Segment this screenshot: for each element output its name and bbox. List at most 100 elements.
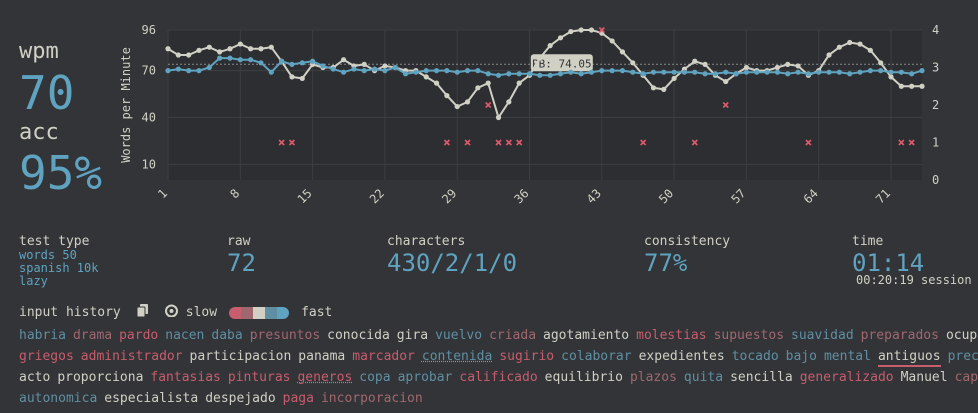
history-word[interactable]: panama — [298, 349, 346, 364]
x-tick-label: 36 — [512, 186, 532, 204]
wpm-series-point — [227, 55, 233, 61]
history-word[interactable]: agotamiento — [543, 328, 630, 343]
history-word[interactable]: calificado — [459, 370, 538, 385]
raw-series-point — [888, 74, 894, 80]
wpm-series-point — [774, 69, 780, 75]
history-word[interactable]: habria — [19, 328, 66, 343]
history-word[interactable]: gira — [396, 328, 429, 343]
history-word[interactable]: administrador — [80, 349, 183, 364]
history-word[interactable]: autonomica — [19, 391, 98, 406]
raw-series-point — [547, 43, 553, 49]
history-word[interactable]: contenida — [421, 349, 493, 364]
history-word[interactable]: expedientes — [638, 349, 725, 364]
history-word[interactable]: daba — [211, 328, 243, 343]
history-word[interactable]: mental — [823, 349, 871, 364]
raw-series-point — [919, 83, 925, 89]
history-word[interactable]: especialista — [104, 391, 199, 406]
wpm-series-point — [878, 68, 884, 74]
wpm-series-point — [816, 69, 822, 75]
history-word[interactable]: molestias — [636, 328, 707, 343]
wpm-series-point — [237, 57, 243, 63]
error-mark — [495, 139, 502, 146]
speed-legend-swatch — [277, 306, 290, 319]
history-word[interactable]: plazos — [629, 370, 677, 385]
history-word[interactable]: generos — [297, 370, 353, 385]
history-word[interactable]: bajo — [785, 349, 817, 364]
history-word[interactable]: participacion — [189, 349, 292, 364]
history-word[interactable]: acto — [19, 370, 51, 385]
y2-tick-label: 4 — [932, 23, 939, 37]
raw-value: 72 — [227, 249, 256, 277]
history-word[interactable]: tocado — [731, 349, 779, 364]
wpm-series-point — [547, 72, 553, 78]
history-word[interactable]: preparados — [860, 328, 939, 343]
wpm-series-point — [268, 69, 274, 75]
raw-series-point — [909, 83, 915, 89]
history-word[interactable]: generalizado — [799, 370, 894, 385]
error-mark-stroke — [443, 139, 450, 146]
raw-series-point — [495, 114, 502, 121]
history-word[interactable]: despejado — [205, 391, 276, 406]
wpm-series-point — [258, 60, 264, 66]
history-word[interactable]: incorporacion — [320, 391, 423, 406]
wpm-series-point — [599, 68, 605, 74]
history-word[interactable]: equilibrio — [544, 370, 623, 385]
raw-series-point — [506, 99, 512, 105]
history-word[interactable]: sugirio — [499, 349, 555, 364]
test-type-block: test type words 50 spanish 10k lazy — [19, 234, 98, 288]
history-word[interactable]: pinturas — [227, 370, 291, 385]
history-word[interactable]: proporciona — [57, 370, 144, 385]
history-word[interactable]: capitales — [954, 370, 978, 385]
history-word[interactable]: suavidad — [791, 328, 854, 343]
y2-tick-label: 3 — [932, 61, 939, 75]
wpm-series-point — [165, 68, 171, 74]
history-word[interactable]: supuestos — [713, 328, 785, 343]
raw-series-point — [650, 85, 657, 91]
error-mark — [464, 139, 471, 146]
y-tick-label: 96 — [142, 23, 156, 37]
history-word[interactable]: precios — [947, 349, 978, 364]
wpm-series-point — [702, 71, 708, 77]
history-word[interactable]: conocida — [327, 328, 390, 343]
history-word[interactable]: presuntos — [249, 328, 321, 343]
copy-icon[interactable] — [136, 304, 149, 321]
history-word[interactable]: pardo — [119, 328, 159, 343]
wpm-series-point — [681, 69, 688, 75]
history-word[interactable]: Manuel — [900, 370, 948, 385]
history-word[interactable]: sencilla — [730, 370, 793, 385]
history-word[interactable]: nacen — [165, 328, 205, 343]
history-word[interactable]: copa — [359, 370, 391, 385]
raw-series-point — [836, 44, 842, 50]
test-type-line: lazy — [19, 274, 48, 288]
wpm-series-point — [330, 66, 336, 72]
wpm-series-point — [733, 71, 739, 77]
wpm-series-point — [413, 69, 419, 75]
wpm-series-point — [588, 69, 595, 75]
history-word[interactable]: antiguos — [877, 348, 941, 367]
x-tick-label: 15 — [295, 186, 315, 204]
error-mark-stroke — [464, 139, 471, 146]
y-tick-label: 40 — [142, 111, 156, 125]
raw-series-point — [878, 60, 884, 66]
wpm-series-point — [196, 68, 202, 74]
history-word[interactable]: fantasias — [150, 370, 221, 385]
history-word[interactable]: aprobar — [397, 370, 453, 385]
raw-series-point — [237, 41, 243, 47]
history-word[interactable]: ocupada — [945, 328, 978, 343]
speed-mode-icon[interactable] — [164, 304, 178, 321]
raw-series-point — [609, 38, 615, 44]
history-word[interactable]: griegos — [19, 349, 74, 364]
history-word[interactable]: paga — [282, 391, 314, 406]
history-word[interactable]: colaborar — [561, 349, 632, 364]
history-word[interactable]: quita — [683, 370, 724, 385]
history-word[interactable]: drama — [72, 328, 113, 343]
x-tick-label: 22 — [367, 186, 387, 204]
input-history-words: habria drama pardo nacen daba presuntos conoci… — [19, 325, 978, 409]
wpm-series-point — [857, 69, 863, 75]
history-word[interactable]: vuelvo — [435, 328, 483, 343]
history-word[interactable]: criada — [489, 328, 537, 343]
history-word[interactable]: marcador — [352, 349, 415, 364]
raw-series-point — [692, 58, 698, 64]
characters-value: 430/2/1/0 — [387, 249, 518, 277]
